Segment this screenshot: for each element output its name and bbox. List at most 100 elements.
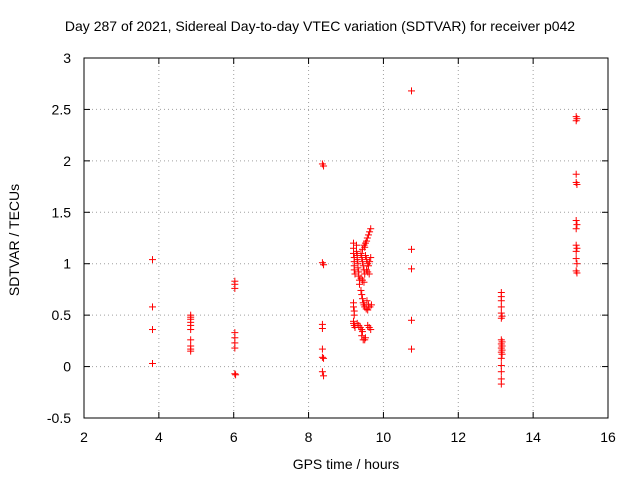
data-point bbox=[498, 350, 506, 358]
data-point bbox=[365, 270, 373, 278]
data-point bbox=[408, 316, 415, 324]
data-point bbox=[320, 354, 328, 362]
data-point bbox=[320, 261, 328, 269]
data-point bbox=[573, 221, 581, 229]
x-tick-label: 8 bbox=[305, 429, 313, 445]
y-tick-label: 0 bbox=[63, 359, 71, 375]
data-point bbox=[358, 291, 366, 299]
data-point bbox=[363, 297, 371, 305]
y-tick-label: 1 bbox=[63, 256, 71, 272]
data-point bbox=[497, 314, 505, 322]
data-point bbox=[363, 234, 371, 242]
data-point bbox=[350, 311, 358, 319]
x-tick-label: 2 bbox=[80, 429, 88, 445]
plot-frame bbox=[83, 57, 609, 419]
grid-lines bbox=[84, 58, 608, 418]
axis-ticks: 2 4 6 8 10 12 14 16 -0.5 0 0.5 1 1.5 2 2.5 3 bbox=[47, 50, 616, 445]
data-point bbox=[318, 345, 326, 353]
data-point bbox=[573, 260, 581, 268]
data-point bbox=[408, 245, 415, 253]
data-point bbox=[367, 326, 375, 334]
data-point bbox=[364, 231, 372, 239]
data-point bbox=[572, 241, 580, 249]
data-point bbox=[364, 262, 372, 270]
data-point bbox=[366, 228, 374, 236]
data-point bbox=[362, 305, 370, 313]
data-point bbox=[318, 368, 326, 376]
y-tick-label: 0.5 bbox=[52, 307, 72, 323]
data-point bbox=[353, 256, 361, 264]
data-point bbox=[408, 345, 415, 353]
data-point bbox=[497, 297, 505, 305]
data-point bbox=[367, 301, 375, 309]
data-point bbox=[572, 225, 580, 233]
data-point bbox=[572, 255, 580, 263]
x-tick-label: 10 bbox=[376, 429, 392, 445]
data-point bbox=[572, 117, 580, 125]
y-tick-label: 2 bbox=[63, 153, 71, 169]
data-point bbox=[497, 303, 505, 311]
data-point bbox=[320, 372, 328, 380]
data-point bbox=[363, 237, 371, 245]
data-point bbox=[358, 295, 366, 303]
data-point bbox=[351, 270, 359, 278]
x-tick-label: 14 bbox=[525, 429, 541, 445]
y-tick-label: 2.5 bbox=[52, 101, 72, 117]
data-point bbox=[361, 251, 369, 259]
y-tick-label: 3 bbox=[63, 50, 71, 66]
data-point bbox=[573, 244, 581, 252]
chart-title: Day 287 of 2021, Sidereal Day-to-day VTE… bbox=[64, 18, 576, 34]
data-point bbox=[357, 286, 365, 294]
data-point bbox=[366, 258, 374, 266]
data-point bbox=[352, 241, 360, 249]
data-point bbox=[358, 328, 366, 336]
data-point bbox=[318, 353, 326, 361]
data-point bbox=[497, 354, 505, 362]
data-point bbox=[350, 266, 358, 274]
data-point bbox=[187, 336, 195, 344]
data-point bbox=[358, 258, 366, 266]
x-tick-label: 12 bbox=[450, 429, 466, 445]
data-point bbox=[352, 247, 360, 255]
data-point bbox=[354, 264, 362, 272]
data-point bbox=[497, 362, 505, 370]
data-point bbox=[572, 247, 580, 255]
data-point bbox=[231, 370, 239, 378]
data-point bbox=[360, 278, 368, 286]
data-point bbox=[231, 284, 239, 292]
data-point bbox=[148, 303, 156, 311]
data-point bbox=[497, 368, 505, 376]
data-point bbox=[573, 181, 581, 189]
data-point bbox=[358, 254, 366, 262]
data-point bbox=[572, 217, 580, 225]
data-point bbox=[361, 334, 369, 342]
data-point bbox=[148, 256, 156, 264]
data-point bbox=[361, 243, 369, 251]
y-axis-label: SDTVAR / TECUs bbox=[6, 183, 22, 297]
data-point bbox=[318, 325, 326, 333]
data-point bbox=[355, 280, 363, 288]
data-point bbox=[231, 344, 239, 352]
x-tick-label: 16 bbox=[600, 429, 616, 445]
data-point bbox=[367, 225, 375, 233]
data-point bbox=[320, 162, 328, 170]
data-point bbox=[367, 254, 375, 262]
data-point bbox=[497, 380, 505, 388]
y-tick-label: 1.5 bbox=[52, 204, 72, 220]
data-point bbox=[572, 170, 580, 178]
x-axis-label: GPS time / hours bbox=[292, 456, 400, 472]
data-points bbox=[148, 87, 581, 388]
data-point bbox=[232, 371, 240, 379]
data-point bbox=[148, 359, 156, 367]
data-point bbox=[358, 332, 366, 340]
x-tick-label: 6 bbox=[230, 429, 238, 445]
data-point bbox=[357, 249, 365, 257]
data-point bbox=[349, 303, 357, 311]
data-point bbox=[187, 347, 195, 355]
data-point bbox=[408, 87, 415, 95]
data-point bbox=[187, 326, 195, 334]
y-tick-label: -0.5 bbox=[47, 410, 71, 426]
data-point bbox=[573, 269, 581, 277]
data-point bbox=[408, 265, 415, 273]
